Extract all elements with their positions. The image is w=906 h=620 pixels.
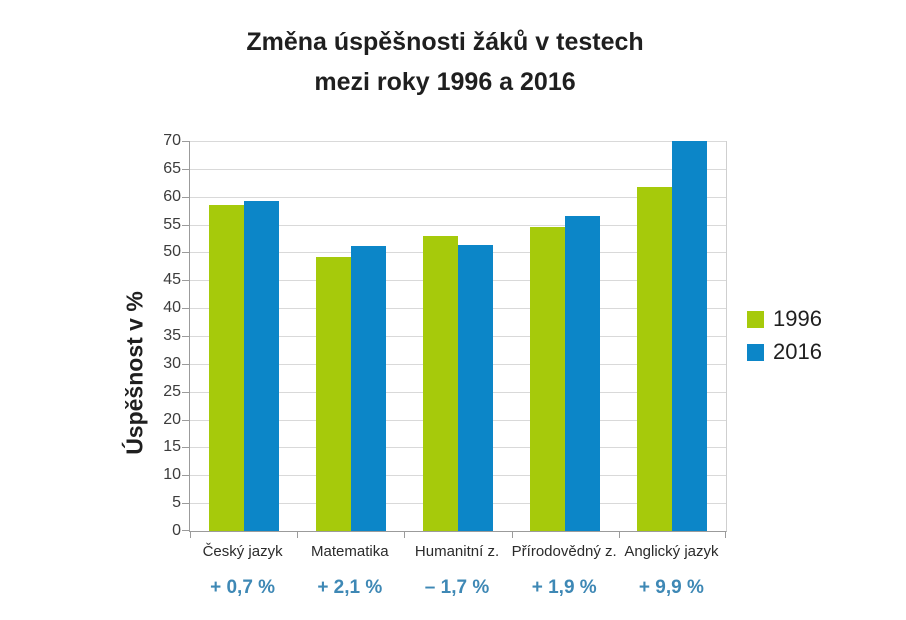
y-tick-label-55: 55 bbox=[163, 215, 181, 233]
bar-2016-4 bbox=[565, 216, 601, 531]
delta-annotation-4: + 1,9 % bbox=[531, 577, 597, 598]
bar-1996-1 bbox=[208, 205, 244, 531]
legend-item-1996: 1996 bbox=[747, 307, 822, 331]
y-tick-label-10: 10 bbox=[163, 466, 181, 484]
legend-label-2016: 2016 bbox=[773, 339, 822, 364]
x-category-label-2: Matematika bbox=[311, 543, 389, 560]
legend-label-1996: 1996 bbox=[773, 306, 822, 331]
x-tick-mark-1 bbox=[297, 531, 299, 538]
x-category-label-1: Český jazyk bbox=[202, 543, 283, 560]
bar-2016-2 bbox=[350, 245, 386, 531]
y-tick-label-25: 25 bbox=[163, 382, 181, 400]
x-tick-mark-3 bbox=[511, 531, 513, 538]
legend: 1996 2016 bbox=[747, 307, 822, 373]
y-tick-mark-70 bbox=[182, 141, 190, 142]
y-tick-mark-25 bbox=[182, 391, 190, 393]
legend-swatch-1996 bbox=[747, 310, 764, 328]
delta-annotation-3: – 1,7 % bbox=[424, 577, 490, 598]
y-tick-label-40: 40 bbox=[163, 299, 181, 317]
y-tick-label-45: 45 bbox=[163, 271, 181, 289]
bar-group-2 bbox=[297, 141, 404, 531]
bar-1996-3 bbox=[423, 235, 458, 531]
bar-2016-3 bbox=[458, 245, 493, 531]
bar-2016-1 bbox=[243, 201, 279, 531]
x-tick-mark-2 bbox=[404, 531, 406, 538]
bar-1996-2 bbox=[315, 257, 351, 531]
y-tick-label-30: 30 bbox=[163, 354, 181, 372]
bar-2016-5 bbox=[672, 141, 708, 531]
chart-title-line2: mezi roky 1996 a 2016 bbox=[314, 68, 576, 96]
chart-title-line1: Změna úspěšnosti žáků v testech bbox=[246, 28, 644, 56]
bar-1996-4 bbox=[530, 226, 566, 531]
y-tick-mark-0 bbox=[182, 530, 190, 531]
y-tick-label-65: 65 bbox=[163, 159, 181, 177]
gridline-70 bbox=[190, 141, 726, 142]
x-axis-category-labels: Český jazyk Matematika Humanitní z. Přírodo… bbox=[189, 543, 725, 560]
y-tick-label-50: 50 bbox=[163, 243, 181, 261]
x-category-label-5: Anglický jazyk bbox=[624, 543, 719, 560]
y-tick-mark-10 bbox=[182, 475, 190, 477]
change-annotations-row: + 0,7 % + 2,1 % – 1,7 % + 1,9 % + 9,9 % bbox=[189, 577, 725, 599]
y-tick-label-60: 60 bbox=[163, 187, 181, 205]
y-tick-label-35: 35 bbox=[163, 327, 181, 344]
chart-title: Změna úspěšnosti žáků v testech mezi rok… bbox=[0, 22, 890, 102]
legend-item-2016: 2016 bbox=[747, 340, 822, 364]
gridline-60 bbox=[190, 196, 726, 198]
y-tick-label-70: 70 bbox=[163, 132, 181, 149]
y-tick-mark-30 bbox=[182, 363, 190, 365]
bar-group-1 bbox=[190, 141, 297, 531]
x-tick-mark-0 bbox=[190, 531, 191, 538]
x-category-label-4: Přírodovědný z. bbox=[511, 543, 617, 560]
y-tick-mark-40 bbox=[182, 308, 190, 310]
x-tick-mark-4 bbox=[618, 531, 620, 538]
y-tick-mark-60 bbox=[182, 196, 190, 198]
plot-area bbox=[182, 141, 727, 538]
legend-swatch-2016 bbox=[747, 343, 764, 361]
bar-group-3 bbox=[404, 141, 511, 531]
gridline-55 bbox=[190, 224, 726, 226]
y-tick-label-0: 0 bbox=[172, 522, 181, 539]
y-tick-mark-50 bbox=[182, 252, 190, 254]
y-tick-label-15: 15 bbox=[163, 438, 181, 456]
y-axis-tick-labels: 0 5 10 15 20 25 30 35 40 45 50 55 60 65 70 bbox=[133, 133, 181, 539]
y-tick-mark-65 bbox=[182, 168, 190, 170]
y-tick-mark-5 bbox=[182, 503, 190, 505]
y-tick-label-20: 20 bbox=[163, 410, 181, 428]
y-tick-mark-45 bbox=[182, 280, 190, 282]
delta-annotation-1: + 0,7 % bbox=[210, 577, 276, 598]
bar-group-5 bbox=[619, 141, 726, 531]
x-tick-mark-5 bbox=[725, 531, 726, 538]
y-tick-label-5: 5 bbox=[172, 494, 181, 512]
y-tick-mark-55 bbox=[182, 224, 190, 226]
x-category-label-3: Humanitní z. bbox=[414, 543, 500, 560]
gridline-65 bbox=[190, 168, 726, 170]
delta-annotation-5: + 9,9 % bbox=[638, 577, 704, 598]
y-tick-mark-15 bbox=[182, 447, 190, 449]
bar-group-4 bbox=[512, 141, 619, 531]
delta-annotation-2: + 2,1 % bbox=[317, 577, 383, 598]
bars-layer bbox=[190, 141, 726, 531]
y-tick-mark-20 bbox=[182, 419, 190, 421]
y-tick-mark-35 bbox=[182, 336, 190, 337]
bar-1996-5 bbox=[637, 186, 673, 531]
